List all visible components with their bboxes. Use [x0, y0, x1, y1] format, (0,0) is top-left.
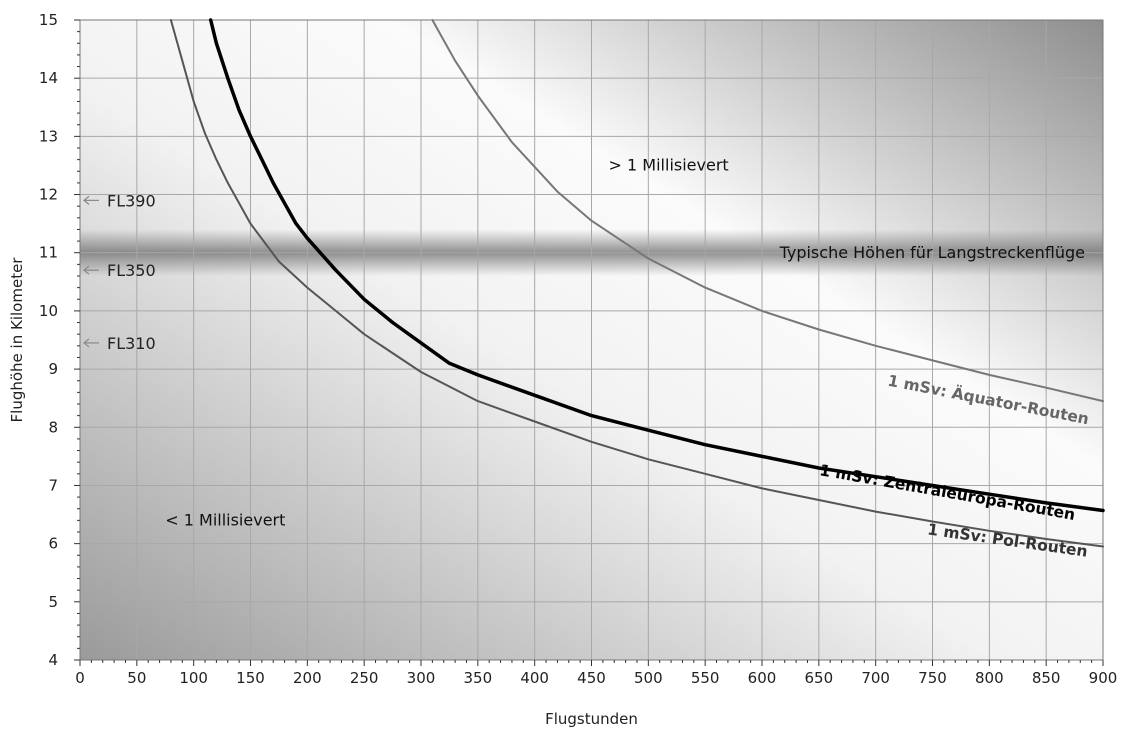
x-tick-label: 0: [75, 669, 85, 687]
x-tick-label: 550: [691, 669, 720, 687]
y-tick-label: 12: [39, 186, 58, 204]
x-tick-label: 150: [236, 669, 265, 687]
flight-level-marker: FL350: [83, 261, 156, 280]
flight-level-label: FL390: [107, 191, 156, 210]
y-tick-label: 13: [39, 127, 58, 145]
flight-level-marker: FL310: [83, 334, 156, 353]
arrow-head-icon: [83, 265, 90, 275]
arrow-head-icon: [83, 195, 90, 205]
x-tick-label: 50: [127, 669, 146, 687]
region-label: < 1 Millisievert: [165, 510, 285, 529]
x-tick-label: 100: [179, 669, 208, 687]
band-label: Typische Höhen für Langstreckenflüge: [779, 243, 1085, 262]
x-tick-label: 850: [1032, 669, 1061, 687]
y-tick-label: 15: [39, 11, 58, 29]
grid-lines: [80, 20, 1103, 660]
series-layer: [169, 18, 1105, 548]
series-line: [169, 19, 1104, 548]
y-tick-label: 8: [48, 418, 58, 436]
y-tick-label: 4: [48, 651, 58, 669]
x-tick-label: 800: [975, 669, 1004, 687]
x-tick-label: 700: [861, 669, 890, 687]
flight-level-label: FL310: [107, 334, 156, 353]
y-tick-label: 14: [39, 69, 58, 87]
x-tick-label: 200: [293, 669, 322, 687]
x-tick-label: 600: [748, 669, 777, 687]
y-tick-label: 6: [48, 535, 58, 553]
x-axis-title: Flugstunden: [545, 710, 638, 728]
x-tick-label: 450: [577, 669, 606, 687]
x-tick-label: 300: [407, 669, 436, 687]
y-tick-label: 5: [48, 593, 58, 611]
y-tick-label: 10: [39, 302, 58, 320]
x-tick-label: 350: [464, 669, 493, 687]
arrow-head-icon: [83, 338, 90, 348]
flight-level-label: FL350: [107, 261, 156, 280]
y-tick-label: 7: [48, 476, 58, 494]
region-label: > 1 Millisievert: [609, 155, 729, 174]
axes: 0 50 100 150 200 250 300 350 400 450 500 550 600 650 7…: [39, 11, 1117, 687]
x-tick-label: 900: [1089, 669, 1118, 687]
x-tick-label: 500: [634, 669, 663, 687]
series-line: [431, 19, 1104, 403]
x-tick-label: 400: [520, 669, 549, 687]
flight-level-marker: FL390: [83, 191, 156, 210]
x-tick-label: 250: [350, 669, 379, 687]
y-tick-label: 11: [39, 244, 58, 262]
x-tick-label: 650: [805, 669, 834, 687]
x-tick-label: 750: [918, 669, 947, 687]
y-axis-title: Flughöhe in Kilometer: [8, 257, 26, 423]
series-line: [208, 18, 1105, 513]
y-tick-label: 9: [48, 360, 58, 378]
